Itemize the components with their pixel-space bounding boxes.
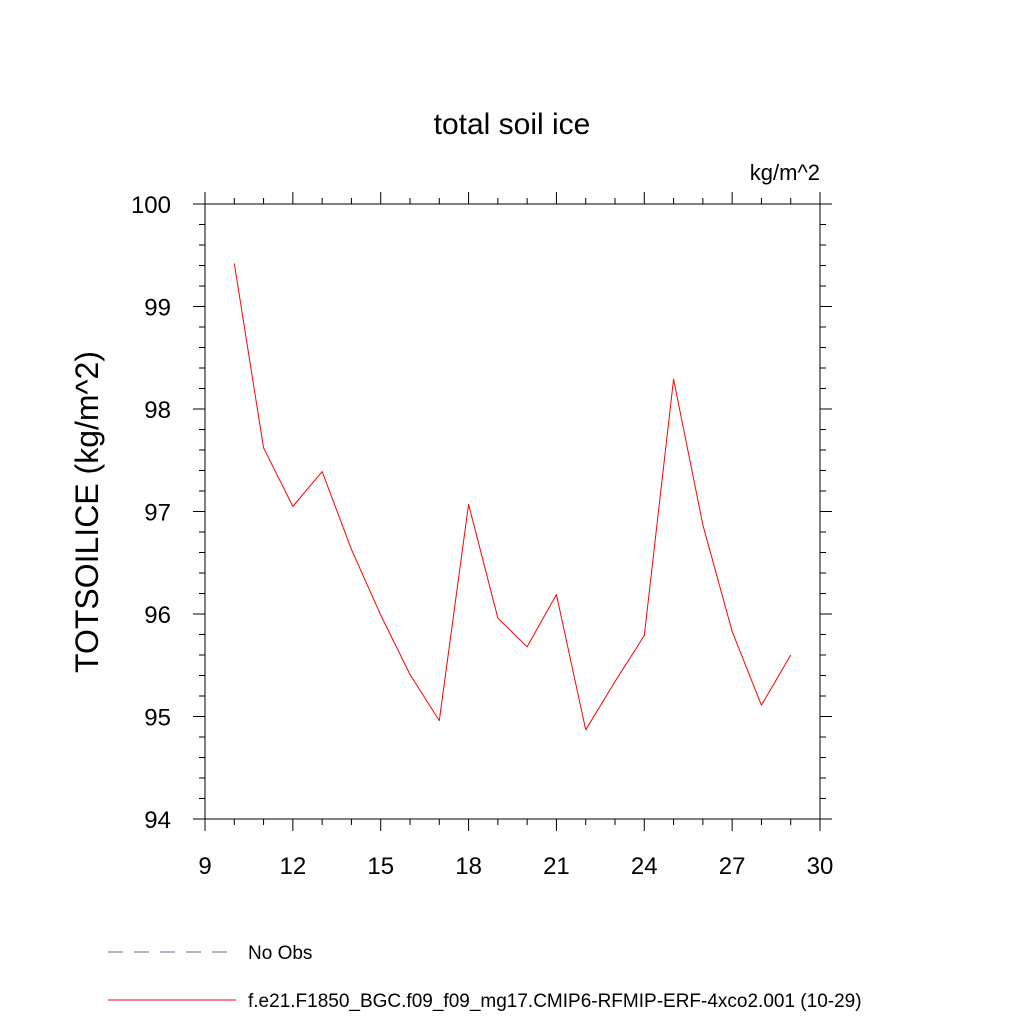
- x-tick-label: 18: [455, 853, 482, 880]
- x-tick-label: 15: [367, 853, 394, 880]
- y-tick-label: 97: [144, 500, 171, 527]
- x-tick-label: 27: [719, 853, 746, 880]
- y-tick-label: 98: [144, 397, 171, 424]
- units-label: kg/m^2: [750, 160, 820, 185]
- x-tick-label: 24: [631, 853, 658, 880]
- x-tick-label: 9: [198, 853, 211, 880]
- y-tick-label: 99: [144, 295, 171, 322]
- x-minor-ticks: [233, 198, 792, 825]
- y-axis-label: TOTSOILICE (kg/m^2): [69, 351, 105, 673]
- series-line: [233, 263, 792, 731]
- y-tick-label: 96: [144, 602, 171, 629]
- y-tick-label: 94: [144, 807, 171, 834]
- y-minor-ticks: [199, 224, 826, 799]
- legend: No Obs f.e21.F1850_BGC.f09_f09_mg17.CMIP…: [108, 943, 862, 1012]
- y-major-ticks: [193, 203, 832, 820]
- plot-frame: [204, 203, 821, 820]
- chart-title: total soil ice: [434, 108, 591, 141]
- series-layer: [233, 263, 792, 731]
- x-major-ticks: [204, 192, 821, 831]
- y-tick-labels: 94 95 96 97 98 99 100: [131, 192, 171, 834]
- axis-ticks: [193, 192, 832, 831]
- y-tick-label: 95: [144, 705, 171, 732]
- x-tick-label: 12: [280, 853, 307, 880]
- legend-label-run: f.e21.F1850_BGC.f09_f09_mg17.CMIP6-RFMIP…: [248, 991, 862, 1012]
- x-tick-label: 30: [807, 853, 834, 880]
- legend-label-no-obs: No Obs: [248, 943, 312, 964]
- x-tick-label: 21: [543, 853, 570, 880]
- y-tick-label: 100: [131, 192, 171, 219]
- x-tick-labels: 9 12 15 18 21 24 27 30: [198, 853, 833, 880]
